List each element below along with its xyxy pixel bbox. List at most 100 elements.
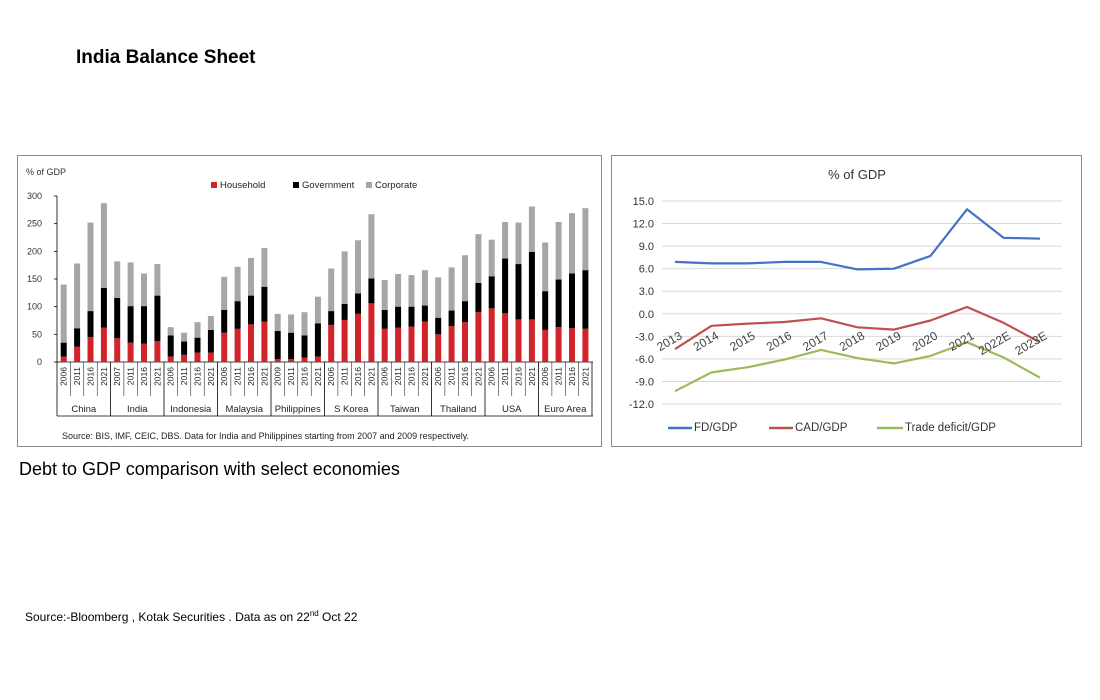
bar-household-indonesia-2016 (194, 352, 201, 362)
bar-household-malaysia-2016 (248, 324, 254, 362)
bar-household-philippines-2021 (314, 356, 321, 362)
bar-government-euro-area-2006 (542, 291, 549, 330)
bar-government-thailand-2021 (475, 282, 482, 313)
bar-household-malaysia-2021 (261, 321, 268, 362)
legend-label-trade-deficit-gdp: Trade deficit/GDP (905, 422, 996, 434)
x-tick-year: 2006 (166, 367, 176, 386)
x-tick-year: 2007 (112, 367, 122, 386)
x-tick-label: 2020 (910, 328, 940, 354)
x-tick-year: 2021 (206, 367, 216, 386)
bar-government-thailand-2016 (462, 301, 468, 323)
bar-corporate-indonesia-2011 (181, 332, 188, 342)
group-label-thailand: Thailand (440, 404, 476, 415)
bar-government-china-2011 (74, 328, 81, 347)
deficit-line-chart: % of GDP 15.0 12.0 9.0 6.0 3.0 0.0 -3.0 -6.0 -9.0… (629, 167, 1062, 434)
bar-household-usa-2011 (502, 313, 509, 362)
bar-household-euro-area-2021 (582, 328, 589, 362)
x-tick-year: 2021 (527, 367, 537, 386)
bar-household-india-2016 (141, 343, 147, 362)
bar-government-china-2006 (60, 342, 67, 357)
group-label-taiwan: Taiwan (390, 404, 420, 415)
bar-household-usa-2016 (515, 319, 522, 362)
bar-household-thailand-2021 (475, 312, 482, 362)
x-tick-year: 2011 (500, 367, 510, 386)
group-label-india: India (127, 404, 148, 415)
bar-corporate-taiwan-2021 (421, 270, 428, 306)
bar-corporate-malaysia-2021 (261, 248, 268, 287)
x-tick-year: 2006 (433, 367, 443, 386)
bar-corporate-china-2016 (87, 222, 94, 312)
y-tick-label: 300 (27, 191, 42, 201)
bar-corporate-china-2011 (74, 263, 81, 329)
bar-corporate-philippines-2016 (301, 312, 308, 336)
bar-corporate-malaysia-2006 (221, 276, 228, 310)
y-tick-label: 6.0 (639, 264, 654, 276)
bar-household-india-2021 (154, 340, 161, 362)
bar-household-taiwan-2011 (395, 327, 402, 362)
bar-household-euro-area-2006 (542, 329, 549, 362)
bar-corporate-thailand-2016 (462, 255, 468, 302)
deficit-chart-panel: % of GDP 15.0 12.0 9.0 6.0 3.0 0.0 -3.0 -6.0 -9.0… (611, 155, 1082, 447)
source-note: Source:-Bloomberg , Kotak Securities . D… (25, 609, 357, 624)
x-tick-year: 2021 (580, 367, 590, 386)
bar-corporate-thailand-2011 (448, 267, 455, 311)
bar-corporate-usa-2021 (528, 206, 535, 252)
bar-corporate-taiwan-2016 (408, 275, 415, 307)
y-tick-label: -3.0 (635, 331, 654, 343)
y-tick-label: 15.0 (633, 196, 654, 208)
series-line-fd-gdp (674, 208, 1041, 271)
bar-government-taiwan-2006 (381, 309, 388, 329)
source-text: Source:-Bloomberg , Kotak Securities . D… (25, 610, 310, 624)
y-tick-label: 150 (27, 274, 42, 284)
x-tick-year: 2011 (393, 367, 403, 386)
bar-household-s-korea-2021 (368, 303, 375, 362)
x-tick-year: 2006 (326, 367, 336, 386)
x-tick-year: 2011 (72, 367, 82, 386)
legend-label-household: Household (220, 180, 265, 191)
bar-corporate-taiwan-2006 (381, 280, 388, 310)
group-label-indonesia: Indonesia (170, 404, 212, 415)
y-tick-label: -12.0 (629, 399, 654, 411)
x-tick-year: 2006 (540, 367, 550, 386)
series-line-trade-deficit-gdp (674, 341, 1041, 393)
bar-corporate-china-2006 (60, 284, 67, 343)
x-tick-year: 2021 (473, 367, 483, 386)
x-tick-label: 2014 (691, 328, 721, 354)
bar-corporate-indonesia-2021 (207, 316, 214, 330)
x-tick-year: 2016 (193, 367, 203, 386)
x-tick-label: 2023E (1012, 328, 1049, 357)
bar-corporate-china-2021 (100, 203, 107, 288)
bar-household-malaysia-2011 (234, 328, 241, 362)
bar-government-taiwan-2011 (395, 306, 402, 328)
bar-corporate-usa-2016 (515, 222, 522, 265)
series-line-cad-gdp (674, 305, 1041, 351)
legend-label-cad-gdp: CAD/GDP (795, 422, 848, 434)
bar-household-euro-area-2016 (569, 328, 575, 362)
x-tick-year: 2021 (259, 367, 269, 386)
bar-government-india-2016 (141, 306, 147, 344)
bar-government-india-2021 (154, 295, 161, 341)
bar-household-thailand-2011 (448, 326, 455, 362)
group-label-malaysia: Malaysia (226, 404, 264, 415)
x-tick-year: 2006 (380, 367, 390, 386)
bar-corporate-s-korea-2011 (341, 251, 348, 304)
bar-government-philippines-2016 (301, 335, 308, 358)
bar-government-usa-2021 (528, 251, 535, 320)
bar-government-indonesia-2011 (181, 341, 188, 355)
group-label-euro-area: Euro Area (544, 404, 587, 415)
x-tick-year: 2021 (313, 367, 323, 386)
bar-corporate-thailand-2021 (475, 234, 482, 283)
y-tick-label: 100 (27, 302, 42, 312)
group-label-china: China (71, 404, 97, 415)
x-tick-year: 2006 (487, 367, 497, 386)
bar-household-china-2006 (60, 356, 67, 362)
x-tick-label: 2018 (837, 328, 867, 354)
bar-government-indonesia-2021 (207, 329, 214, 353)
bar-government-malaysia-2021 (261, 286, 268, 322)
bar-corporate-euro-area-2011 (555, 222, 562, 280)
bar-government-usa-2006 (488, 276, 495, 309)
bar-household-philippines-2011 (288, 359, 295, 362)
x-tick-year: 2021 (420, 367, 430, 386)
bar-household-china-2016 (87, 337, 94, 362)
bar-household-malaysia-2006 (221, 332, 228, 362)
